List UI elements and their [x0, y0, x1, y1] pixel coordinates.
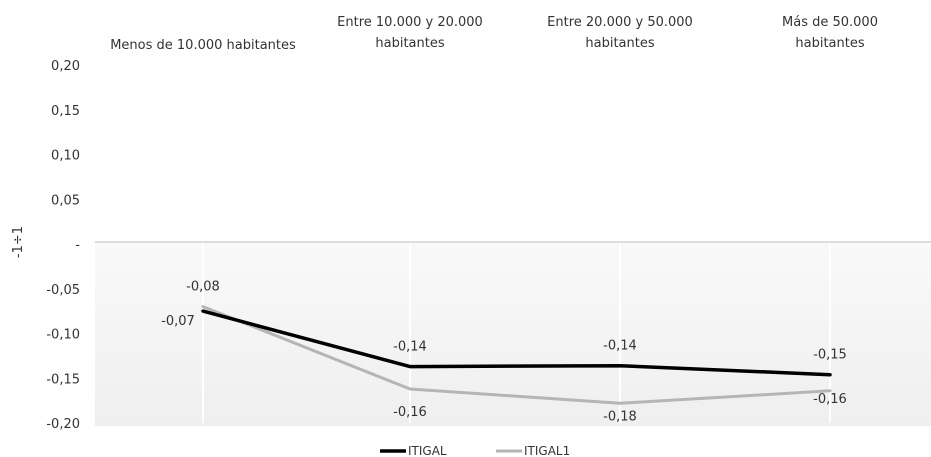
y-tick-label: -0,20 — [46, 417, 80, 432]
data-label-itigal: -0,14 — [393, 340, 427, 355]
y-tick-label: -0,15 — [46, 372, 80, 387]
y-tick-label: 0,20 — [51, 59, 80, 74]
y-tick-label: 0,10 — [51, 149, 80, 164]
series-line-itigal — [201, 309, 832, 377]
y-tick-label: 0,15 — [51, 104, 80, 119]
series-line-itigal1 — [201, 305, 832, 405]
category-label-2: Entre 10.000 y 20.000 — [337, 15, 483, 30]
data-label-itigal: -0,14 — [603, 339, 637, 354]
category-label-3: habitantes — [585, 36, 654, 51]
category-label-3: Entre 20.000 y 50.000 — [547, 15, 693, 30]
category-label-2: habitantes — [375, 36, 444, 51]
y-tick-label: -0,05 — [46, 283, 80, 298]
category-label-1: Menos de 10.000 habitantes — [110, 38, 296, 53]
y-tick-label: - — [75, 238, 80, 253]
plot-area-negative — [95, 242, 931, 426]
legend: ITIGAL ITIGAL1 — [380, 444, 570, 457]
y-tick-label: -0,10 — [46, 328, 80, 343]
data-label-itigal1: -0,08 — [186, 280, 220, 295]
legend-label-itigal: ITIGAL — [408, 444, 447, 457]
y-axis-label: -1÷1 — [11, 226, 26, 258]
data-label-itigal1: -0,16 — [393, 405, 427, 420]
data-label-itigal1: -0,18 — [603, 409, 637, 424]
category-label-4: Más de 50.000 — [782, 15, 878, 30]
legend-label-itigal1: ITIGAL1 — [524, 444, 570, 457]
category-label-4: habitantes — [795, 36, 864, 51]
data-label-itigal1: -0,16 — [813, 392, 847, 407]
data-label-itigal: -0,07 — [161, 314, 195, 329]
data-label-itigal: -0,15 — [813, 348, 847, 363]
y-tick-label: 0,05 — [51, 193, 80, 208]
